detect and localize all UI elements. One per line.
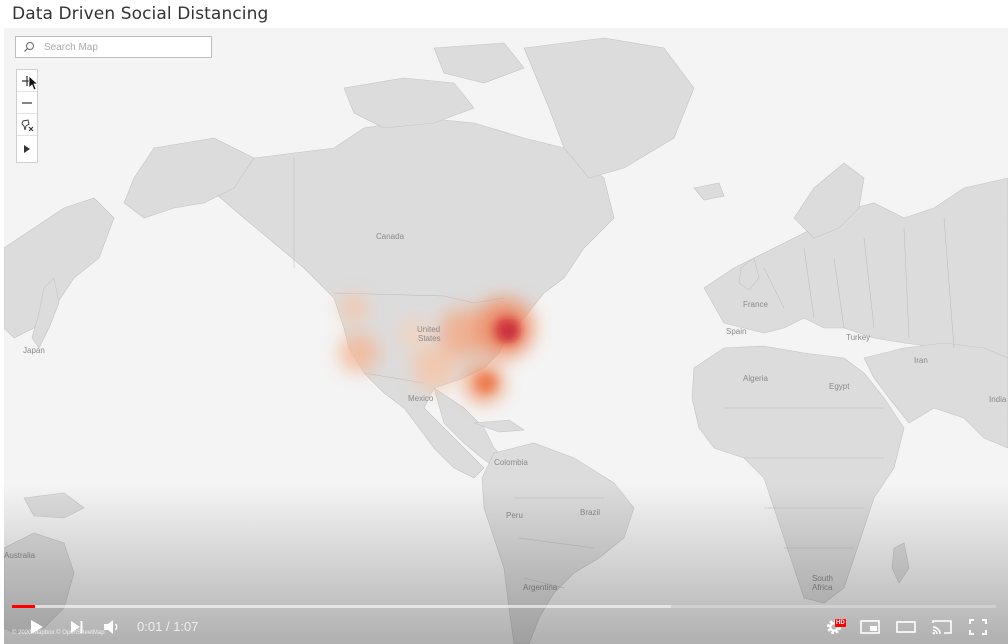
map-label-argentina: Argentina — [523, 583, 558, 592]
time-separator: / — [165, 619, 170, 634]
time-display: 0:01 / 1:07 — [137, 619, 199, 634]
expand-toolbar-button[interactable] — [17, 135, 37, 162]
volume-button[interactable] — [100, 616, 124, 638]
progress-played — [12, 605, 35, 608]
mouse-cursor-icon — [28, 75, 38, 91]
map-label-mexico: Mexico — [408, 394, 434, 403]
map-label-peru: Peru — [506, 511, 523, 520]
minus-icon — [22, 101, 32, 104]
map-label-spain: Spain — [726, 327, 747, 336]
next-button[interactable] — [66, 616, 88, 638]
progress-loaded — [12, 605, 672, 608]
reset-map-button[interactable] — [17, 113, 37, 135]
map-search-box[interactable] — [15, 36, 212, 58]
map-label-south: South — [812, 574, 833, 583]
search-icon — [24, 42, 34, 52]
miniplayer-button[interactable] — [858, 616, 882, 638]
borders — [293, 158, 955, 589]
map-label-australia: Australia — [4, 551, 36, 560]
map-toolbar — [16, 69, 38, 163]
skip-next-icon — [71, 621, 83, 633]
landmasses — [4, 37, 1008, 644]
map-label-colombia: Colombia — [494, 458, 528, 467]
zoom-out-button[interactable] — [17, 91, 37, 113]
play-button[interactable] — [26, 616, 48, 638]
fullscreen-button[interactable] — [966, 616, 990, 638]
map-label-france: France — [743, 300, 768, 309]
fullscreen-icon — [969, 619, 987, 635]
current-time: 0:01 — [137, 619, 163, 634]
map-label-iran: Iran — [914, 356, 928, 365]
map-label-canada: Canada — [376, 232, 405, 241]
play-triangle-icon — [24, 145, 30, 153]
map-label-india: India — [989, 395, 1007, 404]
map-label-japan: Japan — [23, 346, 45, 355]
gear-icon — [827, 620, 841, 634]
miniplayer-icon — [860, 620, 880, 634]
map-label-egypt: Egypt — [829, 382, 850, 391]
map-label-states: States — [418, 334, 441, 343]
theater-icon — [896, 621, 916, 633]
theater-mode-button[interactable] — [894, 616, 918, 638]
world-map[interactable]: Canada United States Mexico Japan Colomb… — [4, 28, 1008, 644]
video-progress-bar[interactable] — [12, 605, 996, 608]
map-canvas — [4, 28, 1008, 644]
map-label-brazil: Brazil — [580, 508, 601, 517]
pin-reset-icon — [21, 118, 34, 131]
cast-button[interactable] — [930, 616, 954, 638]
volume-icon — [104, 620, 118, 634]
map-label-africa: Africa — [812, 583, 833, 592]
page-title: Data Driven Social Distancing — [12, 4, 269, 24]
hd-badge: HD — [835, 619, 846, 627]
play-icon — [31, 620, 43, 634]
settings-button[interactable] — [822, 616, 846, 638]
map-label-algeria: Algeria — [743, 374, 768, 383]
heatmap-layer — [339, 294, 534, 403]
cast-icon — [932, 620, 952, 635]
map-label-turkey: Turkey — [846, 333, 871, 342]
search-input[interactable] — [44, 39, 204, 55]
map-attribution: © 2020 Mapbox © OpenStreetMap — [12, 630, 105, 636]
duration: 1:07 — [173, 619, 199, 634]
map-label-united: United — [417, 325, 441, 334]
